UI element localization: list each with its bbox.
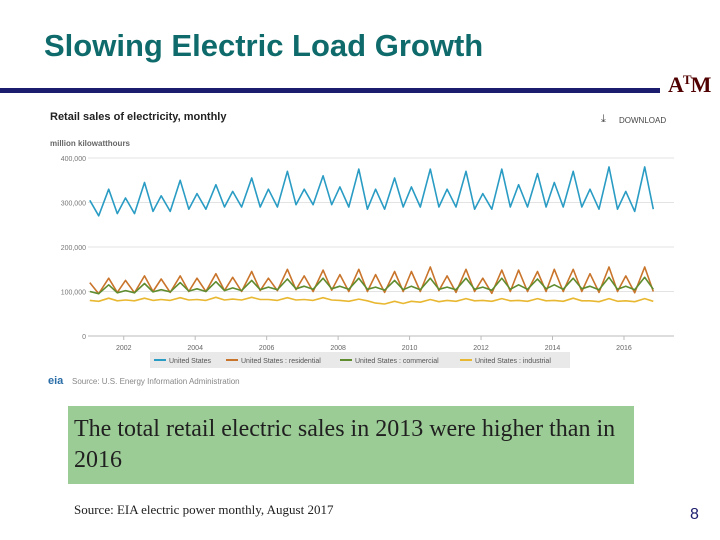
legend-item[interactable]: United States : commercial — [340, 358, 439, 365]
logo-mark: ATM — [668, 72, 711, 97]
caption-box: The total retail electric sales in 2013 … — [68, 406, 634, 484]
legend-label: United States — [169, 358, 212, 365]
university-logo: ATM — [668, 70, 716, 110]
legend-item[interactable]: United States — [154, 358, 212, 365]
series-line — [89, 296, 654, 305]
x-tick-label: 2014 — [545, 345, 561, 352]
x-tick-label: 2006 — [259, 345, 275, 352]
chart-source: Source: U.S. Energy Information Administ… — [72, 377, 240, 386]
legend-item[interactable]: United States : industrial — [460, 358, 551, 365]
page-number: 8 — [690, 506, 699, 523]
x-tick-labels: 2002 2004 2006 2008 2010 2012 2014 2016 — [116, 336, 632, 352]
x-tick-label: 2002 — [116, 345, 132, 352]
legend-background — [150, 352, 570, 368]
y-tick-label: 0 — [82, 334, 86, 341]
electricity-sales-chart: Retail sales of electricity, monthly ⤓ D… — [48, 111, 674, 387]
download-icon: ⤓ — [601, 112, 606, 125]
title-divider — [0, 88, 660, 93]
chart-title: Retail sales of electricity, monthly — [50, 111, 227, 123]
y-tick-label: 100,000 — [61, 290, 86, 297]
y-tick-labels: 0 100,000 200,000 300,000 400,000 — [61, 156, 86, 341]
y-tick-label: 400,000 — [61, 156, 86, 163]
download-button[interactable]: ⤓ DOWNLOAD — [601, 112, 666, 125]
x-tick-label: 2010 — [402, 345, 418, 352]
x-tick-label: 2016 — [616, 345, 632, 352]
legend: United States United States : residential… — [154, 358, 551, 365]
x-tick-label: 2004 — [187, 345, 203, 352]
grid-layer — [88, 157, 674, 337]
download-label: DOWNLOAD — [619, 116, 666, 125]
legend-label: United States : commercial — [355, 358, 439, 365]
legend-label: United States : industrial — [475, 358, 551, 365]
y-tick-label: 200,000 — [61, 245, 86, 252]
series-line — [89, 166, 655, 217]
chart-panel: Retail sales of electricity, monthly ⤓ D… — [44, 100, 676, 390]
series-line — [89, 266, 655, 295]
y-axis-label: million kilowatthours — [50, 139, 131, 148]
series-line — [89, 276, 654, 295]
slide-source: Source: EIA electric power monthly, Augu… — [74, 502, 334, 517]
x-tick-label: 2012 — [473, 345, 489, 352]
eia-logo: eia — [48, 375, 64, 387]
legend-item[interactable]: United States : residential — [226, 358, 321, 365]
slide-title: Slowing Electric Load Growth — [44, 28, 484, 63]
y-tick-label: 300,000 — [61, 201, 86, 208]
x-tick-label: 2008 — [330, 345, 346, 352]
legend-label: United States : residential — [241, 358, 321, 365]
series-layer — [89, 166, 655, 305]
